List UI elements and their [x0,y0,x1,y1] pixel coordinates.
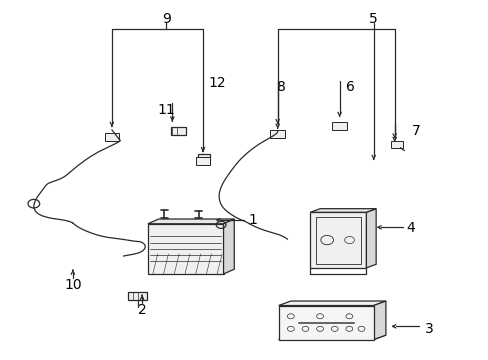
Bar [278,306,373,339]
Bar [128,292,147,300]
Bar [270,130,285,138]
Bar [331,122,346,130]
Polygon shape [310,209,375,212]
Polygon shape [373,301,385,339]
Polygon shape [278,335,385,339]
Text: 5: 5 [368,12,377,26]
Bar [310,212,366,268]
Text: 8: 8 [276,80,285,94]
Polygon shape [366,209,375,268]
Bar [104,133,119,141]
Text: 6: 6 [346,80,354,94]
Text: 2: 2 [138,303,146,317]
Bar [390,140,402,148]
Polygon shape [278,301,385,306]
Text: 3: 3 [425,322,433,336]
Polygon shape [148,219,234,224]
Bar [316,217,360,264]
Text: 12: 12 [208,76,226,90]
Text: 11: 11 [157,103,175,117]
Text: 4: 4 [405,221,414,235]
Text: 1: 1 [248,213,257,227]
Polygon shape [223,219,234,274]
Text: 7: 7 [411,123,420,138]
Bar [195,157,210,165]
Bar [198,154,210,160]
Text: 10: 10 [64,278,81,292]
Bar [171,127,185,135]
Bar [148,224,223,274]
Text: 9: 9 [162,12,171,26]
